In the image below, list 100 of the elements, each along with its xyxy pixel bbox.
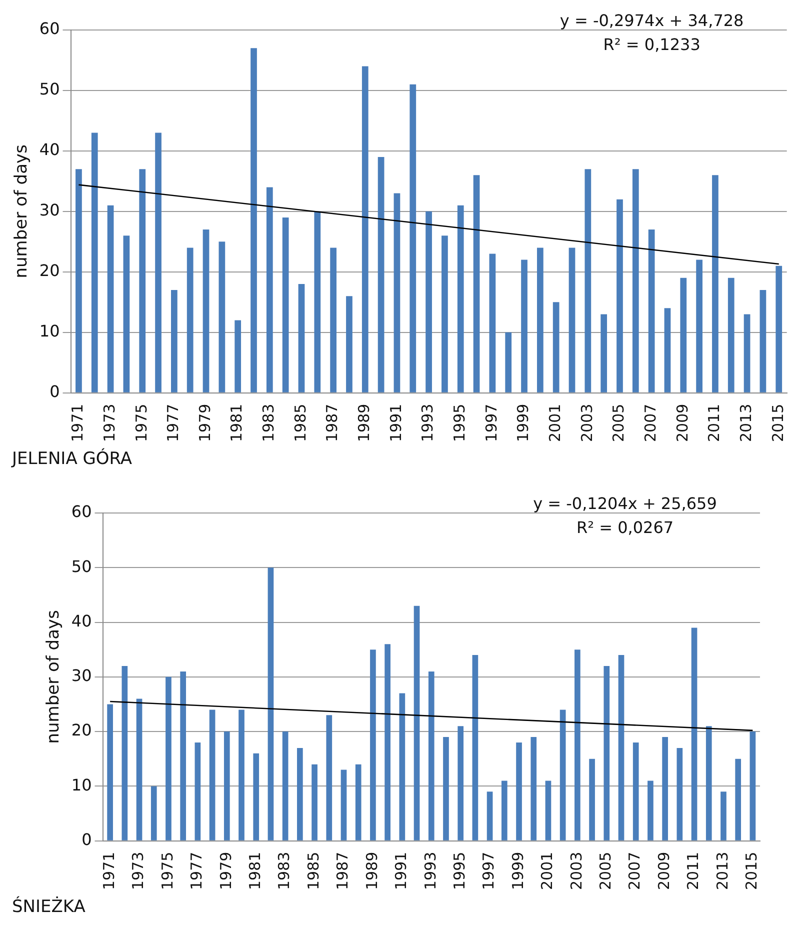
y-tick-label: 50 [39,80,60,99]
bar [744,314,750,392]
bar [473,175,480,392]
bar [516,742,522,840]
bar [489,254,496,392]
bar [76,169,82,392]
bar [696,260,702,392]
bar [180,671,186,840]
bar [107,205,114,392]
bar [346,296,352,392]
bar [560,710,566,840]
x-tick-label: 2003 [578,404,596,442]
bar [680,278,687,392]
x-tick-label: 2015 [742,852,761,890]
bar [282,217,289,392]
text: ŚNIEŻKA [11,895,86,919]
bar [712,175,718,392]
bar [584,169,592,392]
bar [735,758,742,840]
bar [399,693,406,840]
bar [91,132,98,392]
bar [589,758,595,840]
bar [472,655,478,840]
bar [394,193,400,392]
bar [123,236,130,392]
bar [250,48,257,392]
bar [760,290,766,392]
bar [136,698,142,840]
bar [442,236,448,392]
bar [362,66,368,392]
bar [209,710,216,840]
bar [776,266,782,392]
bar [604,666,610,840]
bar [505,332,512,392]
bar [426,211,432,392]
x-tick-label: 1973 [129,852,148,890]
x-tick-label: 1983 [260,404,278,442]
x-tick-label: 1979 [196,404,214,442]
bar [384,644,390,840]
bar [171,290,178,392]
bar [486,792,493,840]
x-tick-label: 2005 [596,852,615,890]
x-tick-label: 2011 [684,852,702,890]
x-tick-label: 1979 [216,852,235,890]
bar [282,732,288,840]
x-tick-label: 1983 [275,852,294,890]
x-tick-label: 2007 [641,404,660,442]
bar [600,314,608,392]
y-tick-label: 20 [71,720,92,740]
bar [691,628,698,840]
x-tick-label: 2007 [626,852,644,890]
x-tick-label: 1989 [355,404,374,442]
x-tick-label: 1987 [334,852,352,890]
y-tick-label: 60 [39,19,60,38]
y-tick-label: 40 [71,611,92,630]
bar [314,211,321,392]
bar [521,260,528,392]
bar [443,737,449,840]
bar [370,650,376,840]
bar [378,156,384,392]
x-tick-label: 2001 [546,404,564,442]
bar [664,308,671,392]
annotation: R² = 0,0267 [576,518,674,538]
x-tick-label: 1981 [228,404,246,442]
x-tick-label: 2005 [610,404,628,442]
bar [552,302,560,392]
bar [218,242,226,392]
bar [166,676,172,840]
bar [414,606,420,840]
bar [457,205,464,392]
x-tick-label: 2013 [736,404,755,442]
bar [536,248,544,392]
y-tick-label: 50 [71,556,92,576]
x-tick-label: 1991 [392,852,410,890]
x-tick-label: 1993 [418,404,437,442]
bar [330,248,336,392]
bar [202,230,210,392]
x-tick-label: 2015 [768,404,787,442]
bar [107,704,113,840]
bar [648,230,655,392]
bar [238,710,244,840]
x-tick-label: 1977 [188,852,206,890]
bar [720,792,726,840]
bar [632,169,639,392]
y-tick-label: 10 [71,775,92,794]
x-tick-label: 1989 [362,852,381,890]
bar [568,248,576,392]
x-tick-label: 2013 [713,852,732,890]
x-tick-label: 2009 [673,404,692,442]
y-tick-label: 10 [39,322,60,341]
bar [616,199,623,392]
x-tick-label: 1971 [68,404,87,442]
y-tick-label: 0 [82,830,92,849]
x-tick-label: 1991 [386,404,405,442]
x-tick-label: 1985 [291,404,310,442]
bar [139,169,146,392]
text: JELENIA GÓRA [10,447,134,471]
bar [150,786,157,840]
x-tick-label: 1993 [421,852,440,890]
x-tick-label: 2011 [705,404,724,442]
